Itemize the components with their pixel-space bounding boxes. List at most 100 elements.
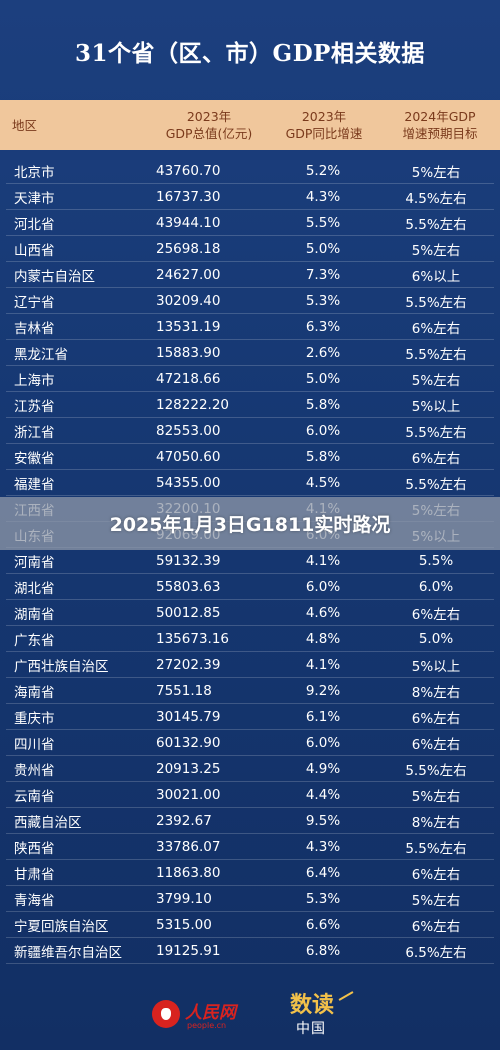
table-row: 上海市 47218.66 5.0% 5%左右 [6, 366, 494, 392]
cell-gdp: 30021.00 [156, 786, 221, 803]
cell-target: 5.5%左右 [405, 216, 467, 233]
header-target-line1: 2024年GDP [404, 109, 476, 124]
cell-region: 上海市 [14, 372, 55, 389]
cell-growth: 4.6% [305, 604, 341, 621]
cell-region: 北京市 [14, 164, 55, 181]
cell-growth: 5.0% [305, 240, 341, 257]
cell-region: 黑龙江省 [14, 346, 68, 363]
cell-region: 重庆市 [14, 710, 55, 727]
cell-gdp: 13531.19 [156, 318, 221, 335]
cell-growth: 4.1% [305, 552, 341, 569]
cell-region: 海南省 [14, 684, 55, 701]
cell-gdp: 3799.10 [156, 890, 212, 907]
shudu-logo-title: 数读 [290, 992, 335, 1018]
cell-target: 5.5%左右 [405, 294, 467, 311]
cell-region: 山西省 [14, 242, 55, 259]
cell-target: 8%左右 [411, 814, 461, 831]
page-title: 31个省（区、市）GDP相关数据 [75, 40, 425, 67]
cell-gdp: 33786.07 [156, 838, 221, 855]
cell-target: 6%左右 [411, 710, 461, 727]
header-target-line2: 增速预期目标 [402, 126, 478, 141]
cell-target: 6%左右 [411, 320, 461, 337]
cell-target: 5%以上 [411, 398, 461, 415]
overlay-banner: 2025年1月3日G1811实时路况 [0, 497, 500, 550]
header-gdp-line1: 2023年 [186, 109, 232, 124]
cell-growth: 5.5% [305, 214, 341, 231]
cell-growth: 5.8% [305, 396, 341, 413]
cell-region: 云南省 [14, 788, 55, 805]
cell-gdp: 20913.25 [156, 760, 221, 777]
cell-gdp: 5315.00 [156, 916, 212, 933]
cell-growth: 9.5% [305, 812, 341, 829]
cell-gdp: 16737.30 [156, 188, 221, 205]
cell-region: 辽宁省 [14, 294, 55, 311]
cell-target: 5%左右 [411, 164, 461, 181]
cell-growth: 4.1% [305, 656, 341, 673]
cell-target: 5%以上 [411, 658, 461, 675]
cell-gdp: 24627.00 [156, 266, 221, 283]
cell-gdp: 47050.60 [156, 448, 221, 465]
cell-target: 6%左右 [411, 736, 461, 753]
cell-gdp: 30145.79 [156, 708, 221, 725]
cell-target: 5%左右 [411, 892, 461, 909]
cell-region: 陕西省 [14, 840, 55, 857]
cell-region: 青海省 [14, 892, 55, 909]
table-row: 广西壮族自治区 27202.39 4.1% 5%以上 [6, 652, 494, 678]
cell-region: 广西壮族自治区 [14, 658, 109, 675]
cell-gdp: 43760.70 [156, 162, 221, 179]
cell-gdp: 30209.40 [156, 292, 221, 309]
table-row: 黑龙江省 15883.90 2.6% 5.5%左右 [6, 340, 494, 366]
cell-region: 内蒙古自治区 [14, 268, 95, 285]
header-growth-line2: GDP同比增速 [285, 126, 363, 141]
cell-gdp: 47218.66 [156, 370, 221, 387]
cell-region: 天津市 [14, 190, 55, 207]
table-row: 甘肃省 11863.80 6.4% 6%左右 [6, 860, 494, 886]
cell-target: 5.5%左右 [405, 424, 467, 441]
cell-growth: 5.3% [305, 890, 341, 907]
cell-growth: 4.3% [305, 838, 341, 855]
table-row: 广东省 135673.16 4.8% 5.0% [6, 626, 494, 652]
table-row: 西藏自治区 2392.67 9.5% 8%左右 [6, 808, 494, 834]
shudu-logo-subtitle: 中国 [296, 1021, 326, 1037]
cell-growth: 6.0% [305, 422, 341, 439]
cell-gdp: 128222.20 [156, 396, 230, 413]
table-row: 青海省 3799.10 5.3% 5%左右 [6, 886, 494, 912]
header-region: 地区 [12, 117, 38, 133]
cell-target: 4.5%左右 [405, 190, 467, 207]
cell-growth: 6.4% [305, 864, 341, 881]
cell-region: 河南省 [14, 554, 55, 571]
table-row: 湖北省 55803.63 6.0% 6.0% [6, 574, 494, 600]
cell-gdp: 25698.18 [156, 240, 221, 257]
cell-gdp: 11863.80 [156, 864, 221, 881]
cell-growth: 2.6% [305, 344, 341, 361]
cell-gdp: 19125.91 [156, 942, 221, 959]
shudu-logo-stroke-icon [338, 991, 354, 1001]
cell-target: 8%左右 [411, 684, 461, 701]
cell-target: 6.5%左右 [405, 944, 467, 961]
cell-growth: 6.0% [305, 734, 341, 751]
table-header: 地区 2023年 GDP总值(亿元) 2023年 GDP同比增速 2024年GD… [0, 100, 500, 150]
header-gdp-line2: GDP总值(亿元) [165, 126, 253, 141]
cell-region: 浙江省 [14, 424, 55, 441]
cell-region: 新疆维吾尔自治区 [14, 944, 122, 961]
table-row: 江苏省 128222.20 5.8% 5%以上 [6, 392, 494, 418]
cell-gdp: 55803.63 [156, 578, 221, 595]
cell-target: 5.5%左右 [405, 346, 467, 363]
table-row: 河南省 59132.39 4.1% 5.5% [6, 548, 494, 574]
cell-gdp: 15883.90 [156, 344, 221, 361]
cell-gdp: 82553.00 [156, 422, 221, 439]
cell-growth: 5.3% [305, 292, 341, 309]
cell-growth: 4.9% [305, 760, 341, 777]
table-row: 四川省 60132.90 6.0% 6%左右 [6, 730, 494, 756]
cell-growth: 5.2% [305, 162, 341, 179]
cell-growth: 6.3% [305, 318, 341, 335]
people-logo-url: people.cn [187, 1021, 227, 1030]
header-target: 2024年GDP 增速预期目标 [380, 108, 500, 142]
table-row: 北京市 43760.70 5.2% 5%左右 [6, 158, 494, 184]
table-row: 天津市 16737.30 4.3% 4.5%左右 [6, 184, 494, 210]
table-row: 山西省 25698.18 5.0% 5%左右 [6, 236, 494, 262]
cell-growth: 4.5% [305, 474, 341, 491]
cell-region: 河北省 [14, 216, 55, 233]
cell-growth: 6.1% [305, 708, 341, 725]
